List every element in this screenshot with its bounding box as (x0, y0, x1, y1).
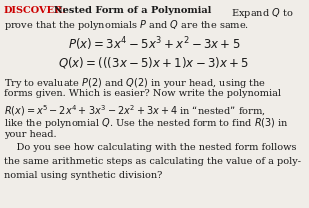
Text: Try to evaluate $P(2)$ and $Q(2)$ in your head, using the: Try to evaluate $P(2)$ and $Q(2)$ in you… (4, 76, 266, 90)
Text: Nested Form of a Polynomial: Nested Form of a Polynomial (47, 6, 211, 15)
Text: like the polynomial $Q$. Use the nested form to find $R(3)$ in: like the polynomial $Q$. Use the nested … (4, 116, 289, 130)
Text: prove that the polynomials $P$ and $Q$ are the same.: prove that the polynomials $P$ and $Q$ a… (4, 18, 249, 32)
Text: $R(x) = x^5 - 2x^4 + 3x^3 - 2x^2 + 3x + 4$ in “nested” form,: $R(x) = x^5 - 2x^4 + 3x^3 - 2x^2 + 3x + … (4, 103, 266, 118)
Text: forms given. Which is easier? Now write the polynomial: forms given. Which is easier? Now write … (4, 89, 281, 99)
Text: the same arithmetic steps as calculating the value of a poly-: the same arithmetic steps as calculating… (4, 157, 301, 166)
Text: $P(x) = 3x^4 - 5x^3 + x^2 - 3x + 5$: $P(x) = 3x^4 - 5x^3 + x^2 - 3x + 5$ (68, 35, 240, 53)
Text: DISCOVER:: DISCOVER: (4, 6, 67, 15)
Text: $Q(x) = (((3x - 5)x + 1)x - 3)x + 5$: $Q(x) = (((3x - 5)x + 1)x - 3)x + 5$ (58, 55, 250, 70)
Text: Expand $Q$ to: Expand $Q$ to (222, 6, 294, 20)
Text: Do you see how calculating with the nested form follows: Do you see how calculating with the nest… (4, 144, 297, 152)
Text: your head.: your head. (4, 130, 57, 139)
Text: nomial using synthetic division?: nomial using synthetic division? (4, 171, 162, 180)
